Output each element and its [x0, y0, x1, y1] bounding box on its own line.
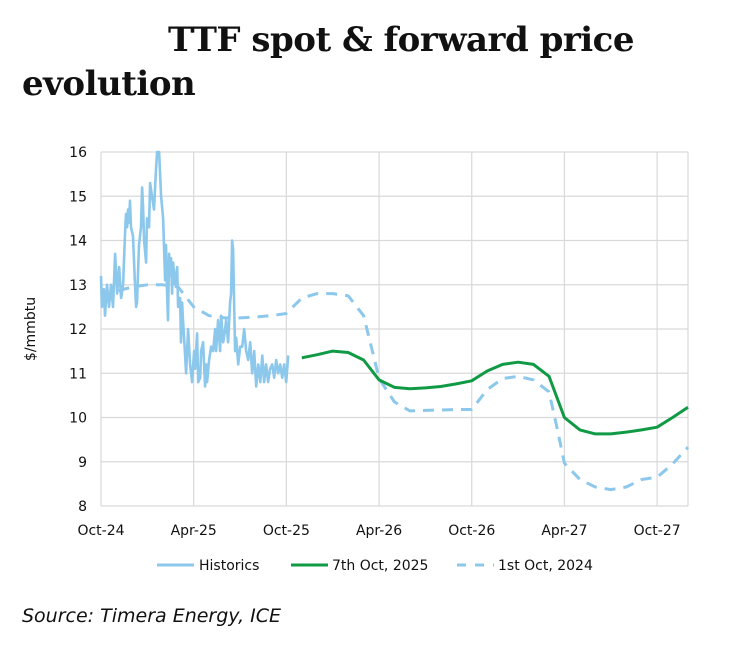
y-tick-label: 8 — [78, 499, 87, 515]
y-axis-label: $/mmbtu — [23, 297, 39, 361]
y-tick-label: 9 — [78, 455, 87, 471]
legend: Historics 7th Oct, 2025 1st Oct, 2024 — [157, 558, 593, 574]
x-axis: Oct-24 Apr-25 Oct-25 Apr-26 Oct-26 Apr-27 Oct-… — [77, 523, 680, 539]
x-tick-label: Oct-24 — [77, 523, 124, 539]
y-tick-label: 15 — [69, 189, 87, 205]
x-tick-label: Apr-26 — [356, 523, 402, 539]
y-tick-label: 14 — [69, 234, 87, 250]
y-axis: 8 9 10 11 12 13 14 15 16 — [69, 145, 87, 515]
x-tick-label: Oct-27 — [634, 523, 681, 539]
chart-title-line2: evolution — [22, 64, 196, 104]
legend-label: 1st Oct, 2024 — [498, 558, 593, 574]
legend-label: Historics — [199, 558, 259, 574]
x-tick-label: Apr-27 — [541, 523, 587, 539]
legend-label: 7th Oct, 2025 — [332, 558, 428, 574]
x-tick-label: Oct-26 — [448, 523, 495, 539]
series-group — [99, 150, 690, 492]
y-tick-label: 12 — [69, 322, 87, 338]
x-tick-label: Apr-25 — [171, 523, 217, 539]
source-note: Source: Timera Energy, ICE — [22, 605, 282, 627]
chart-title: TTF spot & forward price evolution — [22, 18, 722, 106]
y-tick-label: 16 — [69, 145, 87, 161]
y-tick-label: 10 — [69, 411, 87, 427]
y-tick-label: 13 — [69, 278, 87, 294]
y-tick-label: 11 — [69, 366, 87, 382]
chart-title-line1: TTF spot & forward price — [168, 20, 635, 60]
series-line-fwd-2024 — [100, 283, 690, 492]
x-tick-label: Oct-25 — [263, 523, 310, 539]
series-line-historics — [99, 150, 290, 388]
series-line-fwd-2025 — [301, 349, 689, 436]
chart: 8 9 10 11 12 13 14 15 16 Oct-24 Apr-25 Oct-25 Apr-2… — [23, 145, 690, 574]
grid — [100, 151, 689, 507]
